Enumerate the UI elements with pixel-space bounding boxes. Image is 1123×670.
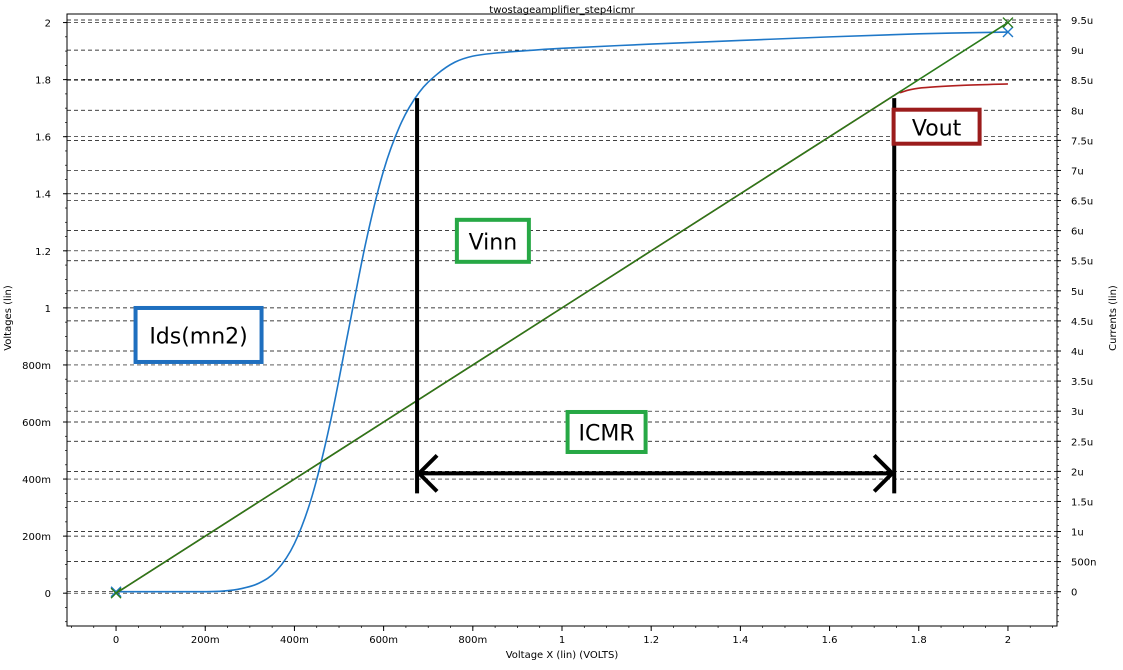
y-axis-left-label: Voltages (lin)	[3, 285, 14, 351]
y-right-tick-label: 500n	[1071, 558, 1096, 569]
y-right-tick-label: 7.5u	[1071, 136, 1093, 147]
y-left-tick-label: 800m	[22, 361, 51, 372]
y-right-tick-label: 5u	[1071, 287, 1084, 298]
axis-ticks: 0 200m 400m 600m 800m 1 1.2 1.4 1.6 1.8 2 0 500n 1u 1.…	[22, 16, 1096, 646]
y-left-tick-label: 600m	[22, 418, 51, 429]
annotation-box-1	[454, 217, 531, 264]
x-tick-label: 1.8	[911, 635, 927, 646]
y-right-tick-label: 7u	[1071, 166, 1084, 177]
annotation-label-0: Ids(mn2)	[149, 325, 247, 350]
y-axis-right-label: Currents (lin)	[1108, 285, 1119, 351]
icmr-arrow-right-head	[872, 453, 896, 493]
y-left-tick-label: 0	[45, 589, 51, 600]
x-tick-label: 2	[1005, 635, 1011, 646]
y-right-tick-label: 4.5u	[1071, 317, 1093, 328]
x-tick-label: 1.4	[732, 635, 748, 646]
y-left-tick-label: 1.2	[35, 247, 51, 258]
annotation-layer: Ids(mn2) Vinn Vout ICMR	[133, 107, 982, 454]
series-marker-0	[110, 586, 122, 598]
annotation-box-0	[133, 305, 264, 364]
series-marker-1	[110, 587, 122, 599]
y-left-tick-label: 200m	[22, 532, 51, 543]
x-tick-label: 200m	[191, 635, 220, 646]
series-layer	[110, 17, 1014, 599]
y-left-tick-label: 1.8	[35, 76, 51, 87]
series-line-1	[115, 21, 1009, 594]
x-tick-label: 1.6	[822, 635, 838, 646]
y-right-tick-label: 5.5u	[1071, 257, 1093, 268]
x-tick-label: 1.2	[643, 635, 659, 646]
x-tick-label: 800m	[458, 635, 487, 646]
y-left-tick-label: 1.6	[35, 133, 51, 144]
y-left-tick-label: 2	[45, 19, 51, 30]
icmr-arrow-left-head	[416, 453, 439, 493]
y-right-tick-label: 3u	[1071, 407, 1084, 418]
x-tick-label: 0	[113, 635, 119, 646]
series-marker-0	[1002, 26, 1014, 38]
annotation-box-2	[891, 107, 982, 146]
chart-title: twostageamplifier_step4icmr	[489, 5, 635, 16]
x-tick-label: 400m	[280, 635, 309, 646]
annotation-label-3: ICMR	[579, 422, 635, 447]
annotation-box-3	[565, 409, 648, 454]
y-right-tick-label: 1u	[1071, 528, 1084, 539]
x-tick-label: 600m	[369, 635, 398, 646]
x-tick-label: 1	[559, 635, 565, 646]
y-right-tick-label: 2u	[1071, 467, 1084, 478]
y-right-tick-label: 6.5u	[1071, 197, 1093, 208]
annotation-label-1: Vinn	[469, 230, 518, 255]
y-right-tick-label: 8.5u	[1071, 76, 1093, 87]
y-left-tick-label: 400m	[22, 475, 51, 486]
series-line-0	[116, 31, 1008, 593]
y-right-tick-label: 9.5u	[1071, 16, 1093, 27]
x-axis-label: Voltage X (lin) (VOLTS)	[506, 650, 619, 661]
icmr-markers	[415, 98, 897, 494]
y-right-tick-label: 8u	[1071, 106, 1084, 117]
y-right-tick-label: 1.5u	[1071, 497, 1093, 508]
y-right-tick-label: 4u	[1071, 347, 1084, 358]
y-right-tick-label: 2.5u	[1071, 437, 1093, 448]
y-right-tick-label: 6u	[1071, 227, 1084, 238]
series-marker-1	[1002, 17, 1014, 29]
y-right-tick-label: 3.5u	[1071, 377, 1093, 388]
y-right-tick-label: 0	[1071, 588, 1077, 599]
y-left-tick-label: 1	[45, 304, 51, 315]
y-right-tick-label: 9u	[1071, 46, 1084, 57]
y-left-tick-label: 1.4	[35, 190, 51, 201]
annotation-label-2: Vout	[912, 116, 962, 141]
